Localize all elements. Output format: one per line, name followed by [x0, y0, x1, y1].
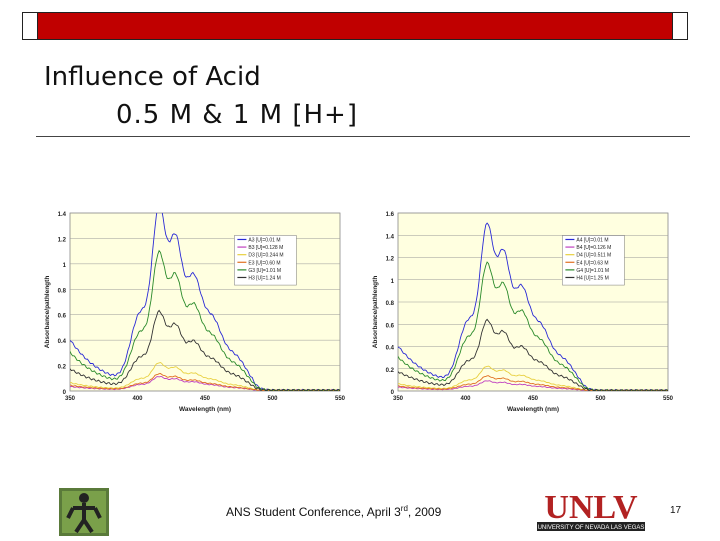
- y-tick-label: 0.6: [386, 323, 395, 329]
- series-line: [398, 222, 668, 391]
- x-tick-label: 500: [595, 396, 606, 402]
- y-tick-label: 0.4: [58, 339, 67, 345]
- y-axis-label: Absorbance/pathlength: [44, 276, 51, 349]
- y-tick-label: 0.4: [386, 346, 395, 352]
- legend-entry: D4 [U]=0.511 M: [576, 253, 611, 259]
- x-tick-label: 550: [335, 396, 346, 402]
- title-bar: [22, 12, 688, 40]
- x-axis-label: Wavelength (nm): [179, 406, 231, 413]
- y-tick-label: 1: [391, 279, 395, 285]
- legend-entry: H3 [U]=1.24 M: [248, 275, 280, 281]
- unlv-logo-subtext: UNIVERSITY OF NEVADA LAS VEGAS: [538, 525, 645, 531]
- title-bar-left-box: [22, 12, 38, 40]
- legend-entry: G4 [U]=1.01 M: [576, 268, 609, 274]
- legend-entry: E3 [U]=0.60 M: [248, 260, 280, 266]
- y-tick-label: 1.2: [386, 257, 395, 263]
- legend-entry: B4 [U]=0.126 M: [576, 245, 611, 251]
- x-tick-label: 400: [132, 396, 143, 402]
- page-number: 17: [670, 505, 682, 516]
- legend-entry: G3 [U]=1.01 M: [248, 268, 281, 274]
- mascot-logo: [59, 488, 109, 536]
- title-divider: [36, 136, 690, 137]
- x-tick-label: 550: [663, 396, 674, 402]
- slide-title-line1: Influence of Acid: [44, 62, 261, 92]
- y-tick-label: 1.6: [386, 212, 395, 218]
- y-tick-label: 0.8: [58, 288, 67, 294]
- y-tick-label: 0: [391, 390, 395, 396]
- x-tick-label: 500: [267, 396, 278, 402]
- slide-title-line2: 0.5 M & 1 M [H+]: [116, 100, 358, 130]
- x-axis-label: Wavelength (nm): [507, 406, 559, 413]
- y-tick-label: 0: [63, 390, 67, 396]
- series-line: [398, 318, 668, 391]
- y-tick-label: 0.6: [58, 314, 67, 320]
- y-tick-label: 1.4: [58, 212, 67, 218]
- y-tick-label: 1: [63, 263, 67, 269]
- series-line: [70, 309, 340, 391]
- legend-entry: D3 [U]=0.244 M: [248, 253, 283, 259]
- legend-box: [234, 235, 297, 286]
- y-tick-label: 1.4: [386, 234, 395, 240]
- y-tick-label: 0.8: [386, 301, 395, 307]
- y-tick-label: 0.2: [386, 368, 395, 374]
- footer-text: ANS Student Conference, April 3rd, 2009: [226, 504, 441, 519]
- series-line: [70, 213, 340, 391]
- plot-area: [69, 212, 341, 392]
- legend-entry: E4 [U]=0.63 M: [576, 260, 608, 266]
- unlv-logo: UNLV UNIVERSITY OF NEVADA LAS VEGAS: [533, 488, 649, 532]
- legend-entry: B3 [U]=0.128 M: [248, 245, 283, 251]
- spectrum-chart-right: 0 0.2 0.4 0.6 0.8 1 1.2 1.4 1.6 350 400 450 500 550 Wa…: [368, 205, 678, 415]
- x-tick-label: 450: [528, 396, 539, 402]
- x-tick-label: 350: [65, 396, 76, 402]
- footer-prefix: ANS Student Conference, April 3: [226, 505, 401, 519]
- y-axis-label: Absorbance/pathlength: [372, 276, 379, 349]
- footer-suffix: , 2009: [407, 505, 442, 519]
- spectrum-chart-left: 0 0.2 0.4 0.6 0.8 1 1.2 1.4 350 400 450 500 550 Wavel…: [40, 205, 350, 415]
- legend-box: [562, 235, 625, 286]
- legend-entry: A4 [U]=0.01 M: [576, 237, 608, 243]
- title-bar-right-box: [672, 12, 688, 40]
- legend-entry: A3 [U]=0.01 M: [248, 237, 280, 243]
- y-tick-label: 0.2: [58, 365, 67, 371]
- x-tick-label: 450: [200, 396, 211, 402]
- unlv-logo-text: UNLV: [544, 489, 638, 526]
- x-tick-label: 400: [460, 396, 471, 402]
- y-tick-label: 1.2: [58, 237, 67, 243]
- footer-sup: rd: [400, 504, 408, 513]
- x-tick-label: 350: [393, 396, 404, 402]
- legend-entry: H4 [U]=1.25 M: [576, 275, 608, 281]
